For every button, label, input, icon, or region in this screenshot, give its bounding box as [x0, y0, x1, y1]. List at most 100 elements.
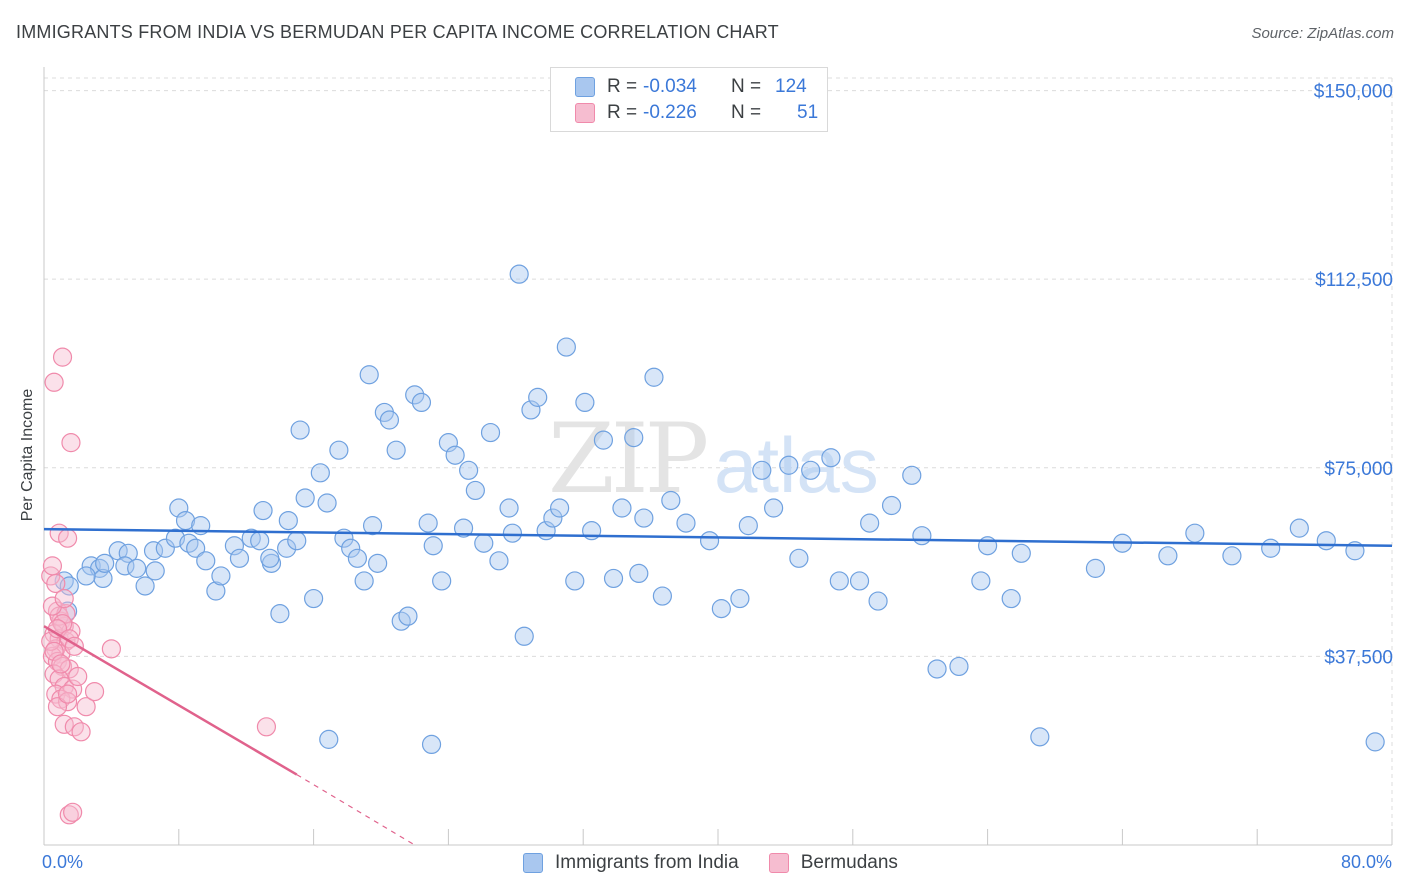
bermudan-point: [44, 641, 64, 661]
bermudan-point: [76, 697, 96, 717]
bermudan-point: [84, 681, 105, 702]
india-point: [196, 551, 216, 571]
india-point: [868, 591, 888, 611]
legend-n-label: N =: [731, 76, 762, 97]
legend-swatch-india: [575, 77, 595, 97]
india-point: [418, 513, 438, 533]
india-point: [624, 428, 644, 448]
india-point: [465, 480, 485, 501]
chart-title: IMMIGRANTS FROM INDIA VS BERMUDAN PER CA…: [16, 22, 779, 42]
india-point: [593, 430, 614, 450]
india-point: [278, 510, 298, 531]
india-point: [398, 606, 418, 626]
india-point: [362, 516, 383, 536]
india-point: [169, 498, 189, 518]
y-tick-label: $150,000: [1314, 82, 1393, 103]
india-point: [1289, 518, 1309, 538]
india-point: [211, 566, 231, 586]
india-point: [423, 536, 443, 556]
india-point: [652, 586, 672, 606]
legend-n-value: 124: [775, 76, 807, 97]
india-point: [612, 498, 632, 518]
bermudan-point: [63, 802, 83, 822]
india-point: [379, 410, 400, 430]
india-point: [368, 553, 388, 573]
bermudan-trend-line: [43, 625, 298, 776]
india-point: [480, 422, 501, 443]
y-tick-labels: $150,000 $112,500 $75,000 $37,500: [1314, 82, 1393, 669]
india-point: [502, 523, 523, 543]
india-point: [295, 488, 315, 508]
india-point: [386, 440, 406, 460]
india-point: [661, 490, 681, 511]
bermudan-point: [101, 639, 122, 659]
india-point: [411, 392, 432, 413]
india-point: [253, 500, 273, 521]
india-point: [829, 571, 849, 591]
india-point: [359, 365, 379, 385]
india-point: [849, 571, 870, 591]
india-point: [603, 568, 624, 589]
bermudan-point: [47, 697, 68, 717]
india-point: [543, 508, 563, 528]
bottom-legend-india[interactable]: Immigrants from India: [523, 852, 739, 874]
india-point: [550, 498, 570, 518]
bottom-legend-swatch-bermudans: [768, 853, 789, 873]
india-point: [971, 571, 991, 591]
y-tick-label: $112,500: [1315, 270, 1393, 291]
india-point: [135, 576, 155, 596]
trend-lines: [43, 527, 1393, 846]
india-point: [421, 734, 442, 755]
bermudan-point: [68, 666, 88, 687]
bermudan-trend-extension: [296, 774, 416, 846]
india-point: [175, 510, 196, 531]
india-point: [145, 561, 165, 581]
india-point: [453, 518, 474, 538]
bermudan-point: [42, 596, 63, 616]
legend-r-label: R =: [607, 76, 638, 97]
india-point: [634, 508, 654, 528]
india-point: [949, 656, 969, 677]
india-point: [881, 495, 902, 516]
india-point: [779, 455, 799, 475]
india-point: [354, 571, 374, 591]
india-point: [319, 729, 339, 749]
india-point: [260, 548, 280, 568]
india-point: [474, 533, 494, 553]
india-point: [143, 541, 164, 561]
india-point: [290, 420, 310, 440]
india-point: [405, 385, 425, 405]
india-point: [347, 548, 368, 568]
bermudan-point: [51, 654, 71, 674]
chart-source: Source: ZipAtlas.com: [1251, 25, 1394, 42]
legend-n-label: N =: [731, 102, 762, 123]
india-point: [76, 566, 96, 586]
bermudan-point: [61, 433, 81, 453]
data-points: [41, 264, 1385, 825]
india-point: [575, 392, 595, 413]
bermudan-point: [57, 692, 78, 712]
india-point: [250, 531, 270, 551]
bottom-legend-bermudans[interactable]: Bermudans: [768, 852, 898, 874]
india-point: [1222, 546, 1242, 566]
india-point: [629, 563, 649, 584]
india-point: [730, 588, 750, 609]
watermark-atlas: atlas: [714, 421, 879, 509]
india-trend-line: [43, 527, 1393, 547]
india-point: [676, 513, 696, 533]
india-point: [556, 337, 576, 357]
bermudan-point: [71, 722, 91, 742]
india-point: [514, 626, 534, 646]
y-tick-label: $75,000: [1324, 459, 1393, 480]
watermark: ZIP atlas: [548, 403, 879, 515]
india-point: [789, 548, 809, 568]
bermudan-point: [59, 805, 79, 825]
india-point: [93, 568, 113, 589]
india-point: [438, 433, 458, 453]
axes: [43, 67, 1393, 846]
legend-row-bermudans: R = -0.226 N = 51: [575, 101, 818, 125]
india-point: [304, 588, 324, 609]
india-point: [115, 556, 135, 576]
legend-r-value: -0.034: [643, 76, 697, 97]
bermudan-point: [42, 556, 63, 576]
